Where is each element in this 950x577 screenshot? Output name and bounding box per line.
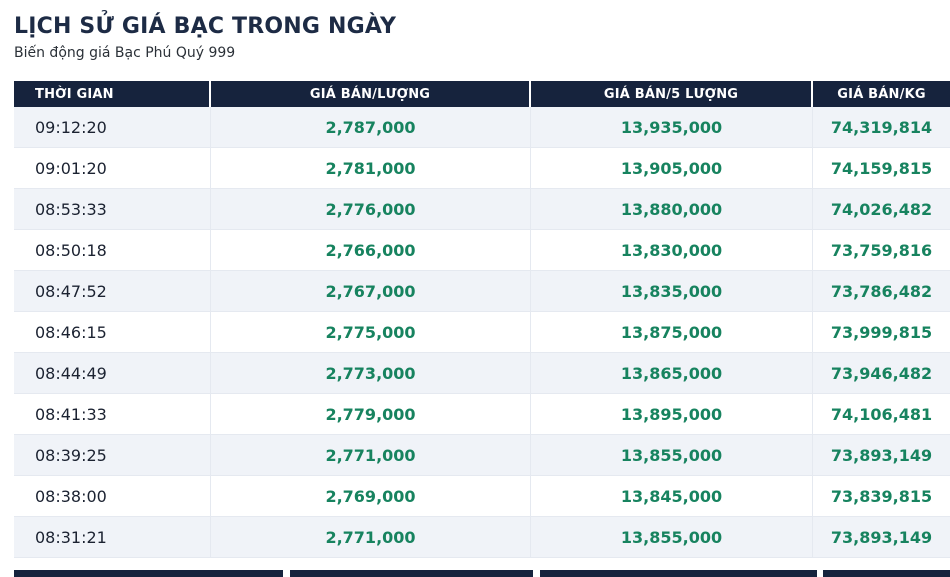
table-header-row: THỜI GIAN GIÁ BÁN/LƯỢNG GIÁ BÁN/5 LƯỢNG … — [14, 81, 950, 107]
column-header-price-per-kg: GIÁ BÁN/KG — [813, 81, 950, 107]
price-per-luong-cell: 2,773,000 — [211, 353, 531, 393]
next-table-header-segment — [290, 570, 533, 577]
column-header-price-per-5-luong: GIÁ BÁN/5 LƯỢNG — [531, 81, 813, 107]
time-cell: 09:01:20 — [14, 148, 211, 188]
table-row: 08:44:49 2,773,000 13,865,000 73,946,482 — [14, 353, 950, 394]
price-per-kg-cell: 74,106,481 — [830, 404, 933, 424]
page-subtitle: Biến động giá Bạc Phú Quý 999 — [14, 45, 236, 61]
next-table-header-segment — [540, 570, 817, 577]
price-per-kg-cell: 73,759,816 — [830, 240, 933, 260]
price-per-kg-cell: 74,319,814 — [830, 117, 933, 137]
price-per-5-luong-cell: 13,855,000 — [531, 435, 813, 475]
price-per-kg-cell: 73,999,815 — [830, 322, 933, 342]
next-table-header-strip — [14, 570, 950, 577]
time-cell: 08:38:00 — [14, 476, 211, 516]
next-table-header-segment — [823, 570, 950, 577]
price-per-kg-cell: 74,159,815 — [830, 158, 933, 178]
price-table: THỜI GIAN GIÁ BÁN/LƯỢNG GIÁ BÁN/5 LƯỢNG … — [14, 81, 950, 558]
price-per-kg-cell: 73,786,482 — [830, 281, 933, 301]
price-per-luong-cell: 2,787,000 — [211, 107, 531, 147]
table-row: 09:01:20 2,781,000 13,905,000 74,159,815 — [14, 148, 950, 189]
price-per-luong-cell: 2,776,000 — [211, 189, 531, 229]
time-cell: 08:47:52 — [14, 271, 211, 311]
price-per-kg-cell: 73,893,149 — [830, 527, 933, 547]
time-cell: 08:31:21 — [14, 517, 211, 557]
table-row: 08:50:18 2,766,000 13,830,000 73,759,816 — [14, 230, 950, 271]
table-row: 08:39:25 2,771,000 13,855,000 73,893,149 — [14, 435, 950, 476]
time-cell: 08:46:15 — [14, 312, 211, 352]
table-row: 09:12:20 2,787,000 13,935,000 74,319,814 — [14, 107, 950, 148]
table-row: 08:41:33 2,779,000 13,895,000 74,106,481 — [14, 394, 950, 435]
price-per-5-luong-cell: 13,845,000 — [531, 476, 813, 516]
time-cell: 09:12:20 — [14, 107, 211, 147]
table-row: 08:47:52 2,767,000 13,835,000 73,786,482 — [14, 271, 950, 312]
price-per-kg-cell: 73,839,815 — [830, 486, 933, 506]
price-per-kg-cell: 73,893,149 — [830, 445, 933, 465]
time-cell: 08:44:49 — [14, 353, 211, 393]
time-cell: 08:41:33 — [14, 394, 211, 434]
table-body: 09:12:20 2,787,000 13,935,000 74,319,814 09:… — [14, 107, 950, 558]
price-per-luong-cell: 2,771,000 — [211, 517, 531, 557]
table-row: 08:31:21 2,771,000 13,855,000 73,893,149 — [14, 517, 950, 558]
time-cell: 08:53:33 — [14, 189, 211, 229]
price-per-5-luong-cell: 13,875,000 — [531, 312, 813, 352]
price-per-5-luong-cell: 13,880,000 — [531, 189, 813, 229]
column-header-price-per-luong: GIÁ BÁN/LƯỢNG — [211, 81, 531, 107]
time-cell: 08:50:18 — [14, 230, 211, 270]
price-per-luong-cell: 2,769,000 — [211, 476, 531, 516]
time-cell: 08:39:25 — [14, 435, 211, 475]
price-per-kg-cell: 73,946,482 — [830, 363, 933, 383]
price-per-5-luong-cell: 13,855,000 — [531, 517, 813, 557]
price-per-luong-cell: 2,771,000 — [211, 435, 531, 475]
price-per-5-luong-cell: 13,830,000 — [531, 230, 813, 270]
price-per-5-luong-cell: 13,935,000 — [531, 107, 813, 147]
price-per-luong-cell: 2,767,000 — [211, 271, 531, 311]
price-per-5-luong-cell: 13,835,000 — [531, 271, 813, 311]
page-title: LỊCH SỬ GIÁ BẠC TRONG NGÀY — [14, 14, 397, 39]
price-history-section: LỊCH SỬ GIÁ BẠC TRONG NGÀY Biến động giá… — [14, 0, 950, 558]
table-row: 08:53:33 2,776,000 13,880,000 74,026,482 — [14, 189, 950, 230]
price-per-5-luong-cell: 13,905,000 — [531, 148, 813, 188]
column-header-time: THỜI GIAN — [14, 81, 211, 107]
price-per-luong-cell: 2,775,000 — [211, 312, 531, 352]
price-per-luong-cell: 2,766,000 — [211, 230, 531, 270]
price-per-luong-cell: 2,779,000 — [211, 394, 531, 434]
price-per-5-luong-cell: 13,895,000 — [531, 394, 813, 434]
table-row: 08:38:00 2,769,000 13,845,000 73,839,815 — [14, 476, 950, 517]
price-per-5-luong-cell: 13,865,000 — [531, 353, 813, 393]
table-row: 08:46:15 2,775,000 13,875,000 73,999,815 — [14, 312, 950, 353]
price-per-luong-cell: 2,781,000 — [211, 148, 531, 188]
price-per-kg-cell: 74,026,482 — [830, 199, 933, 219]
next-table-header-segment — [14, 570, 283, 577]
